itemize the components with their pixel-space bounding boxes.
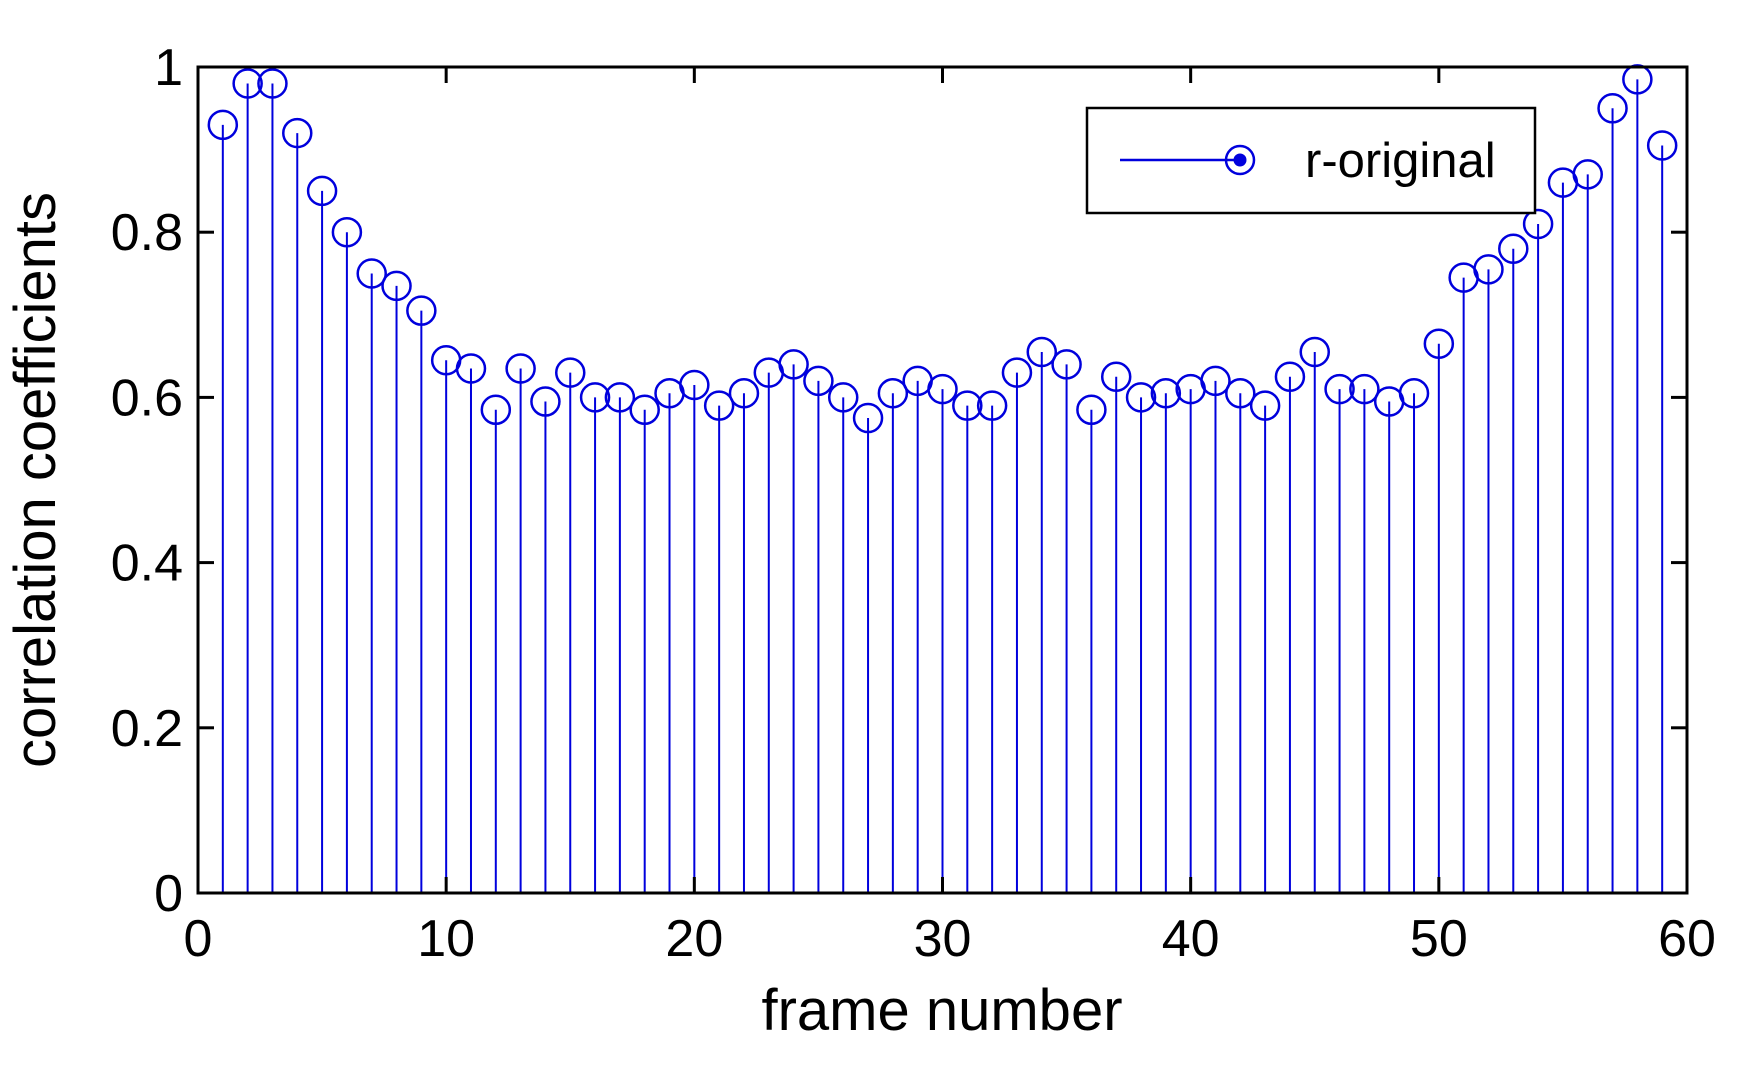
stem-marker — [679, 369, 710, 401]
stem-marker — [579, 382, 611, 413]
stem-marker — [1150, 378, 1182, 409]
stem-marker — [282, 117, 313, 149]
stem-marker — [1200, 365, 1231, 397]
stem-marker — [927, 373, 958, 405]
y-tick-label: 0.8 — [111, 204, 183, 262]
stem-series — [207, 64, 1678, 893]
stem-marker — [827, 382, 859, 413]
stem-marker — [331, 216, 363, 248]
stem-marker — [1076, 394, 1107, 426]
stem-marker — [778, 349, 809, 380]
stem-marker — [1622, 64, 1653, 95]
stem-marker — [1597, 93, 1628, 124]
tick-labels: 0 10 20 30 40 50 60 0 0.2 0.4 0.6 0.8 1 — [111, 39, 1716, 968]
stem-marker — [1051, 349, 1082, 380]
stem-marker — [207, 109, 239, 141]
legend-stem-circle-icon — [1224, 144, 1256, 176]
x-tick-label: 60 — [1658, 910, 1716, 968]
y-tick-label: 0 — [154, 865, 183, 923]
stem-marker — [1522, 208, 1554, 240]
y-tick-label: 0.6 — [111, 369, 183, 427]
stem-marker — [852, 402, 884, 434]
x-tick-label: 10 — [417, 910, 475, 968]
x-tick-label: 50 — [1410, 910, 1468, 968]
stem-marker — [1249, 390, 1281, 421]
stem-marker — [728, 378, 760, 409]
y-tick-label: 0.4 — [111, 535, 183, 593]
stem-marker — [257, 68, 288, 99]
stem-marker — [1349, 373, 1380, 405]
stem-marker — [530, 386, 561, 417]
stem-marker — [1026, 336, 1058, 368]
stem-marker — [555, 357, 586, 388]
legend-label: r-original — [1305, 134, 1496, 188]
stem-marker — [1572, 159, 1603, 190]
stem-marker — [505, 353, 536, 384]
stem-marker — [1646, 130, 1678, 161]
stem-marker — [877, 378, 909, 409]
stem-marker — [629, 394, 660, 426]
stem-marker — [1125, 382, 1157, 413]
x-axis-label: frame number — [761, 978, 1122, 1043]
x-tick-label: 0 — [184, 910, 213, 968]
stem-marker — [1473, 254, 1504, 285]
y-axis-label: correlation coefficients — [3, 192, 68, 768]
legend: r-original — [1085, 106, 1537, 215]
stem-marker — [480, 394, 512, 426]
y-tick-label: 1 — [154, 39, 183, 97]
stem-marker — [306, 175, 338, 207]
stem-marker — [604, 382, 636, 413]
stem-marker — [1100, 361, 1132, 392]
stem-marker — [1299, 336, 1330, 368]
stem-marker — [1001, 357, 1033, 388]
axes — [196, 65, 1689, 895]
x-tick-label: 30 — [914, 910, 972, 968]
x-tick-label: 20 — [665, 910, 723, 968]
stem-marker — [1274, 361, 1306, 392]
stem-marker — [1398, 378, 1430, 409]
x-tick-label: 40 — [1162, 910, 1220, 968]
stem-marker — [232, 68, 263, 99]
stem-marker — [406, 295, 437, 326]
stem-marker — [455, 353, 487, 384]
y-tick-label: 0.2 — [111, 700, 183, 758]
stem-marker — [356, 258, 387, 289]
stem-marker — [803, 365, 834, 397]
legend-stem-dot-icon — [1233, 153, 1247, 167]
stem-marker — [703, 390, 735, 421]
stem-marker — [1225, 378, 1256, 409]
stem-marker — [976, 390, 1008, 421]
stem-marker — [381, 270, 412, 302]
stem-marker — [1423, 328, 1455, 359]
stem-marker — [952, 390, 983, 421]
stem-marker — [1324, 373, 1355, 405]
stem-marker — [1498, 233, 1529, 264]
